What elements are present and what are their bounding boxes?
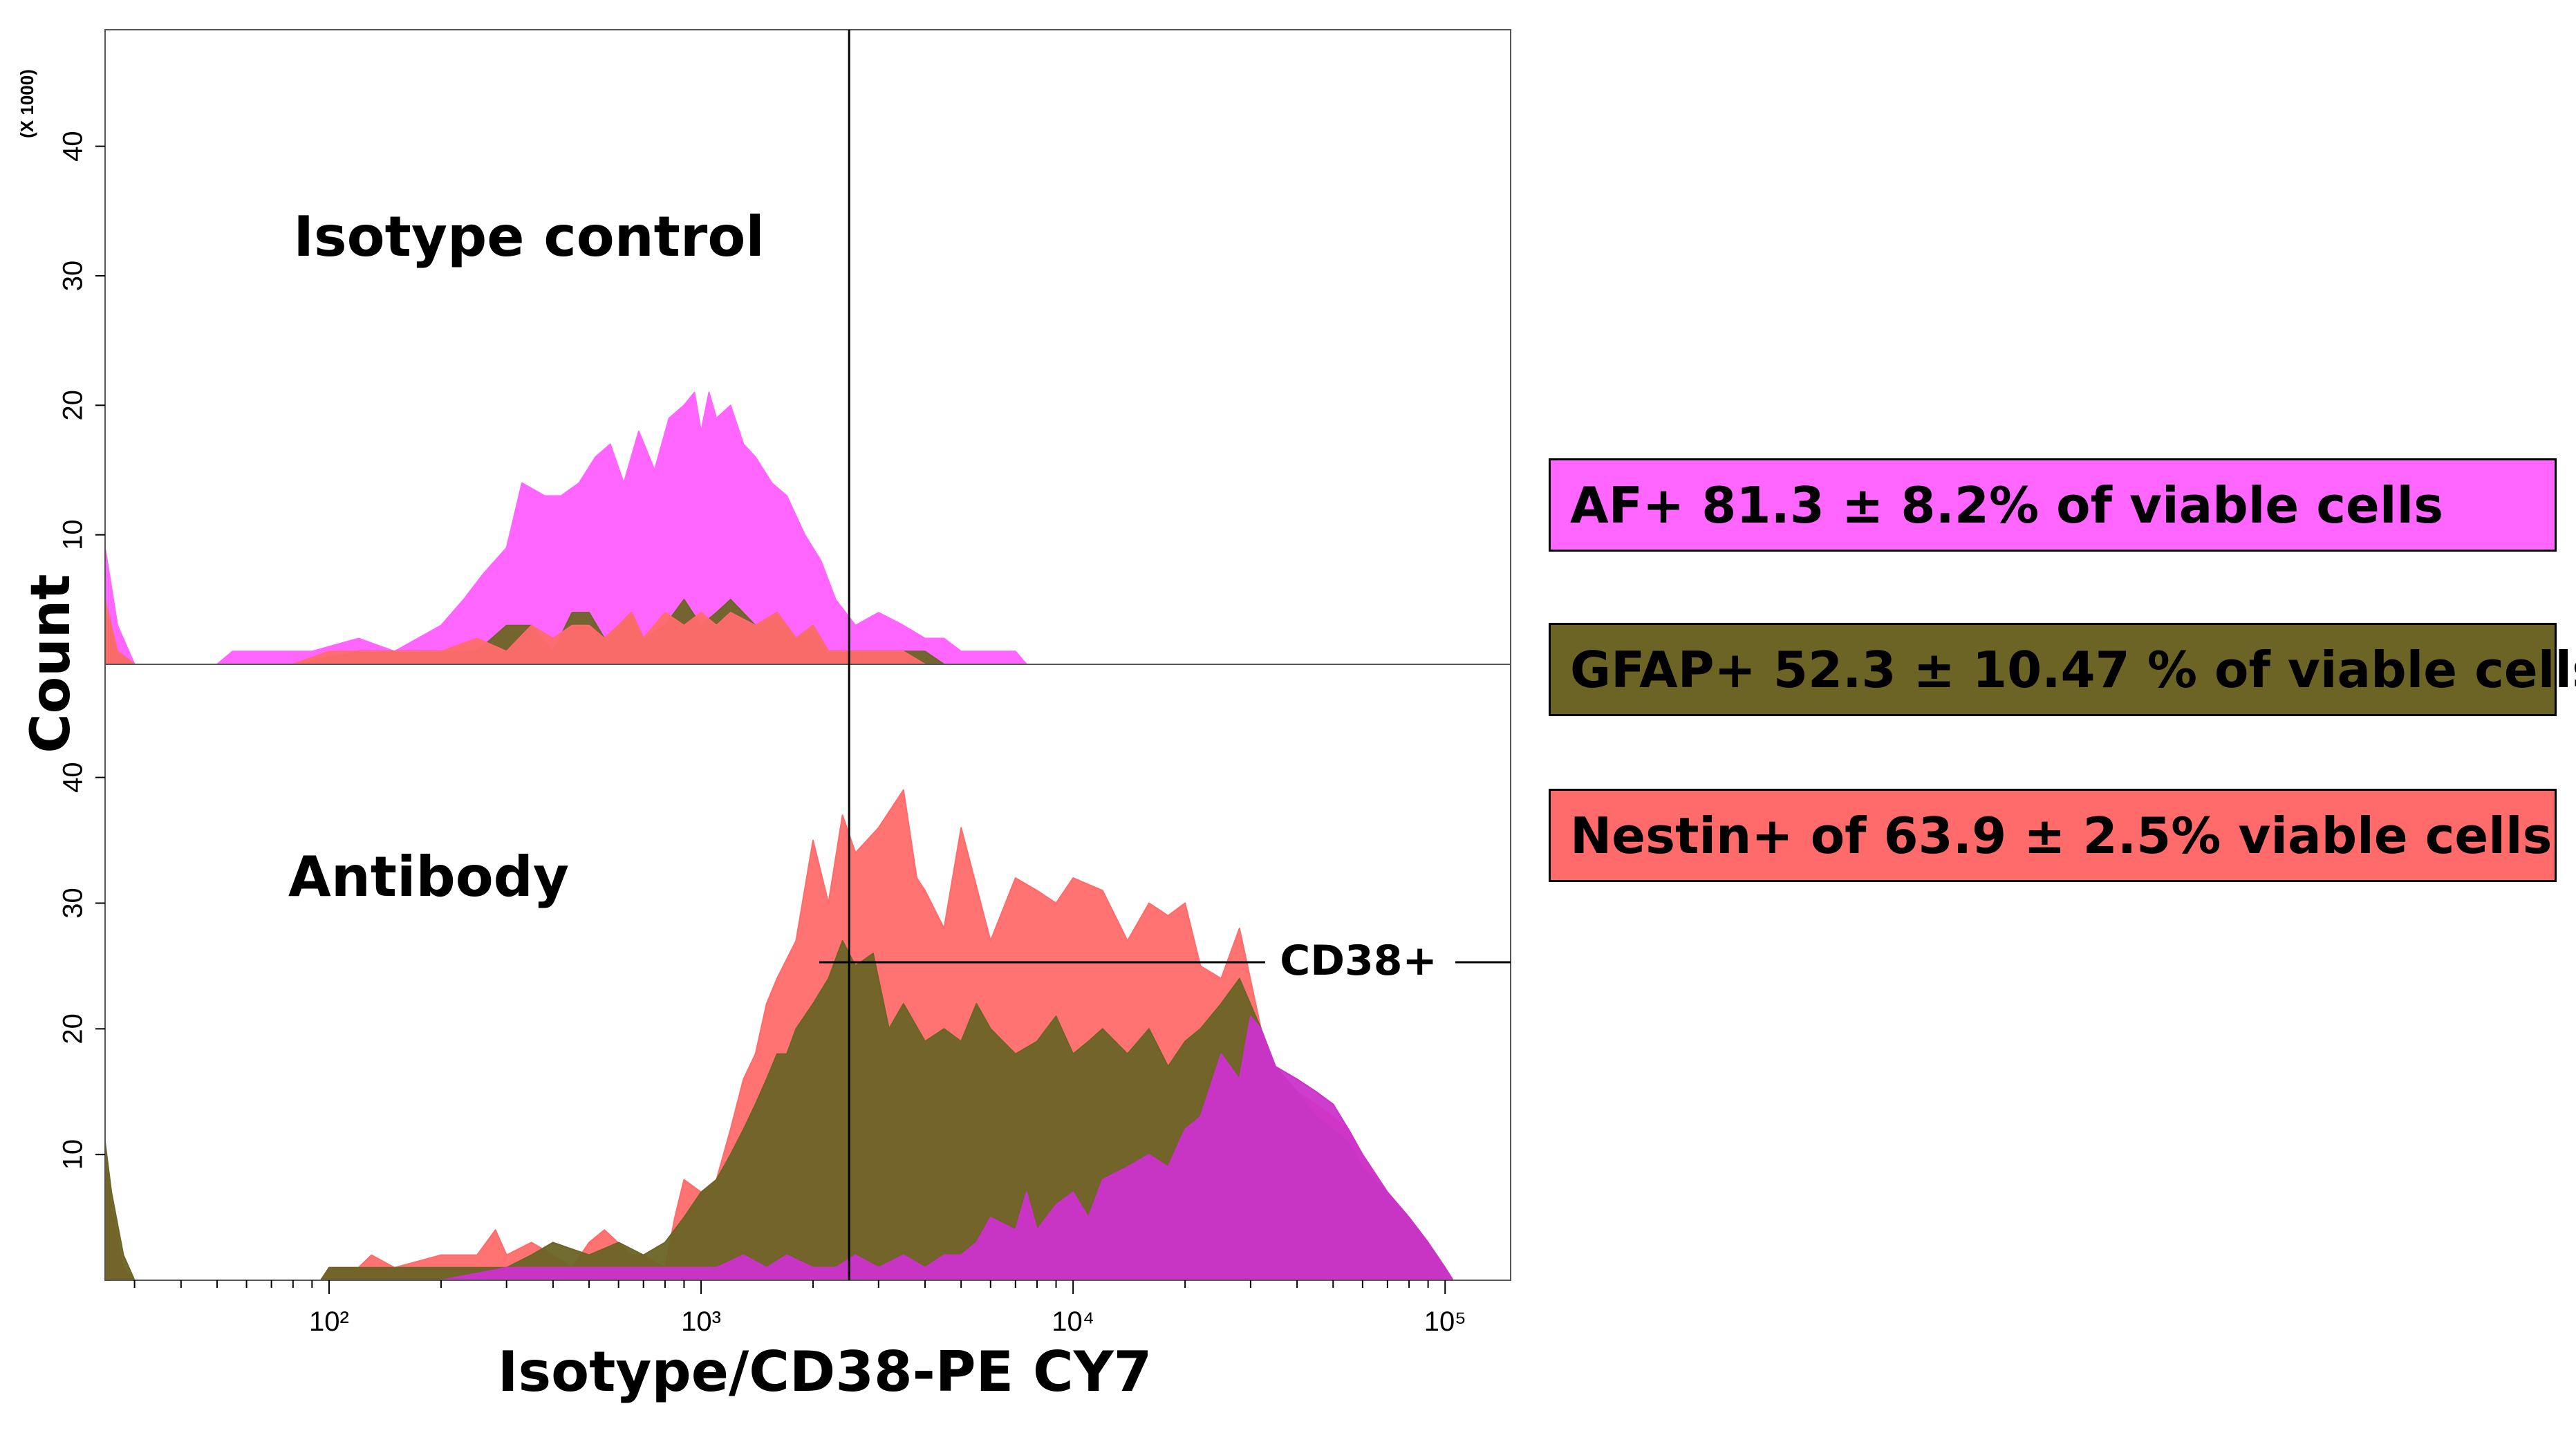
isotype-y-tick-label: 30 — [58, 261, 88, 292]
isotype-control-histograms — [104, 391, 1027, 665]
antibody-label: Antibody — [288, 845, 569, 909]
antibody-y-tick-label: 10 — [58, 1139, 88, 1170]
antibody-panel: 10 20 30 40 Antibody — [58, 664, 1511, 1281]
isotype-control-panel: 10 20 30 40 Isotype control — [58, 29, 1511, 665]
cd38-positive-gate: CD38+ — [819, 937, 1511, 985]
antibody-histograms — [104, 789, 1454, 1281]
antibody-y-tick-label: 40 — [58, 762, 88, 793]
isotype-y-tick-label: 10 — [58, 519, 88, 550]
isotype-nestin-area — [104, 599, 926, 665]
x-tick-label: 10⁵ — [1424, 1306, 1466, 1337]
x-tick-label: 10³ — [681, 1306, 721, 1337]
antibody-y-tick-label: 20 — [58, 1013, 88, 1045]
y-multiplier-label: (X 1000) — [17, 69, 37, 138]
x-tick-label: 10⁴ — [1052, 1306, 1094, 1337]
isotype-af-area — [104, 391, 1027, 665]
y-axis-title: Count — [20, 574, 82, 753]
isotype-control-label: Isotype control — [293, 205, 765, 269]
legend-gfap: GFAP+ 52.3 ± 10.47 % of viable cells — [1549, 623, 2576, 716]
antibody-frame — [104, 664, 1511, 1281]
cd38-positive-label: CD38+ — [1280, 937, 1437, 985]
x-axis-title: Isotype/CD38-PE CY7 — [498, 1340, 1152, 1404]
x-axis: 10² 10³ 10⁴ 10⁵ — [133, 1280, 1466, 1337]
legend-nestin: Nestin+ of 63.9 ± 2.5% viable cells — [1549, 789, 2557, 882]
antibody-y-axis: 10 20 30 40 — [58, 762, 105, 1170]
antibody-y-tick-label: 30 — [58, 888, 88, 919]
legend-gfap-text: GFAP+ 52.3 ± 10.47 % of viable cells — [1570, 640, 2576, 699]
isotype-y-tick-label: 20 — [58, 390, 88, 421]
legend-af: AF+ 81.3 ± 8.2% of viable cells — [1549, 458, 2557, 552]
antibody-af-area — [104, 1015, 1454, 1281]
isotype-y-tick-label: 40 — [58, 131, 88, 162]
legend-af-text: AF+ 81.3 ± 8.2% of viable cells — [1570, 476, 2444, 534]
isotype-control-y-axis: 10 20 30 40 — [58, 131, 105, 550]
legend-nestin-text: Nestin+ of 63.9 ± 2.5% viable cells — [1570, 806, 2552, 865]
x-tick-label: 10² — [309, 1306, 349, 1337]
